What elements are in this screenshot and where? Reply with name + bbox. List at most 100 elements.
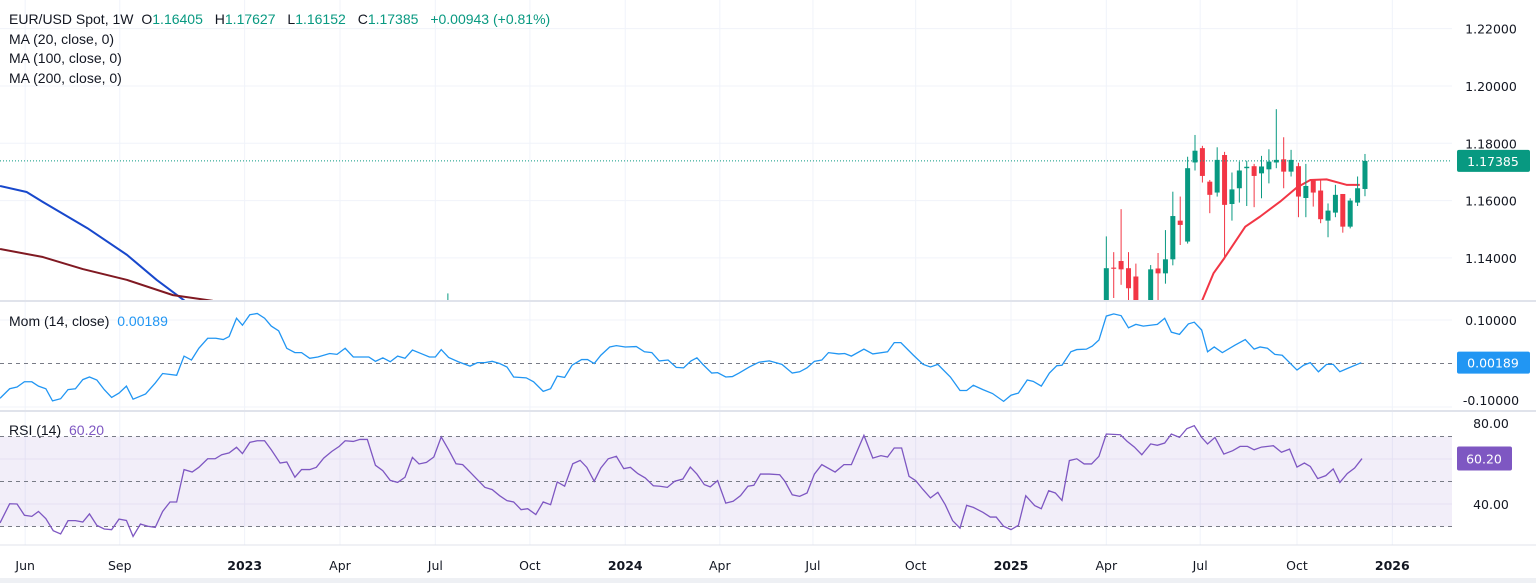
candle[interactable] xyxy=(1347,198,1353,229)
ma200-legend[interactable]: MA (200, close, 0) xyxy=(9,70,122,86)
candle[interactable] xyxy=(1177,196,1183,245)
candle-body xyxy=(1214,159,1220,193)
rsi-value: 60.20 xyxy=(69,422,105,438)
symbol-title[interactable]: EUR/USD Spot, 1W xyxy=(9,11,134,27)
momentum-pane[interactable] xyxy=(0,312,1452,403)
candle[interactable] xyxy=(1133,263,1139,321)
candle[interactable] xyxy=(1162,230,1168,284)
time-tick-label: Apr xyxy=(709,558,731,573)
rsi-pane[interactable] xyxy=(0,424,1452,538)
candle[interactable] xyxy=(1229,172,1235,221)
time-tick-label: 2024 xyxy=(608,558,643,573)
time-tick-label: 2026 xyxy=(1375,558,1410,573)
candle[interactable] xyxy=(1340,193,1346,233)
time-tick-label: Oct xyxy=(519,558,541,573)
bottom-strip xyxy=(0,578,1536,583)
candle[interactable] xyxy=(1148,265,1154,315)
candle-body xyxy=(1170,216,1176,260)
candle-body xyxy=(1118,261,1124,270)
price-tick-label: 1.20000 xyxy=(1465,79,1517,94)
candle[interactable] xyxy=(1103,236,1109,343)
candle[interactable] xyxy=(1273,109,1279,169)
candle[interactable] xyxy=(1295,162,1301,218)
candle[interactable] xyxy=(1111,252,1117,298)
candle[interactable] xyxy=(1207,179,1213,214)
candle-body xyxy=(1148,269,1154,300)
high-value: 1.17627 xyxy=(224,11,276,27)
candle-body xyxy=(1229,189,1235,205)
candle-body xyxy=(1133,276,1139,300)
candle-body xyxy=(1155,268,1161,274)
candle[interactable] xyxy=(1362,153,1368,197)
price-tick-label: 1.14000 xyxy=(1465,251,1517,266)
candle[interactable] xyxy=(1266,149,1272,184)
candle[interactable] xyxy=(1281,137,1287,189)
candle[interactable] xyxy=(1251,163,1257,208)
time-tick-label: Jul xyxy=(1192,558,1208,573)
ma200-line xyxy=(0,248,214,300)
candle[interactable] xyxy=(1118,209,1124,285)
rsi-legend[interactable]: RSI (14) 60.20 xyxy=(9,422,108,438)
candle[interactable] xyxy=(1355,176,1361,207)
candle[interactable] xyxy=(1325,203,1331,238)
rsi-tick-label: 80.00 xyxy=(1473,416,1509,431)
candle-body xyxy=(1347,200,1353,227)
candle[interactable] xyxy=(1236,161,1242,203)
candle[interactable] xyxy=(1288,149,1294,177)
candle[interactable] xyxy=(1222,151,1228,260)
candle-body xyxy=(1207,181,1213,195)
candle[interactable] xyxy=(1303,163,1309,218)
candle-body xyxy=(1355,188,1361,203)
candle-body xyxy=(1273,159,1279,163)
candle[interactable] xyxy=(1310,179,1316,207)
candle[interactable] xyxy=(1185,156,1191,244)
ma20-legend[interactable]: MA (20, close, 0) xyxy=(9,31,115,47)
candle[interactable] xyxy=(1332,184,1338,218)
open-label: O xyxy=(141,11,153,27)
time-tick-label: Jul xyxy=(427,558,443,573)
time-axis[interactable]: Jun Sep 2023 Apr Jul Oct 2024 Apr Jul Oct 2025 Apr J… xyxy=(14,558,1410,573)
price-pane[interactable] xyxy=(0,109,1452,344)
ma100-legend[interactable]: MA (100, close, 0) xyxy=(9,50,122,66)
candle-body xyxy=(1281,159,1287,172)
candle[interactable] xyxy=(1318,179,1324,224)
rsi-value-label: 60.20 xyxy=(1466,452,1502,467)
price-axis[interactable]: 1.22000 1.20000 1.18000 1.16000 1.14000 0.100… xyxy=(1457,22,1530,512)
candle-body xyxy=(1266,161,1272,170)
pane-separators[interactable] xyxy=(0,300,1536,583)
candle[interactable] xyxy=(1170,191,1176,266)
candle-body xyxy=(1162,259,1168,274)
momentum-label: Mom (14, close) xyxy=(9,313,110,329)
candle-body xyxy=(1251,166,1257,176)
candle[interactable] xyxy=(1125,252,1131,304)
candle[interactable] xyxy=(1244,160,1250,207)
candle[interactable] xyxy=(1141,304,1146,344)
candle[interactable] xyxy=(1192,134,1198,171)
candle-body xyxy=(1103,268,1109,300)
symbol-legend: EUR/USD Spot, 1W O1.16405 H1.17627 L1.16… xyxy=(9,11,554,27)
close-value: 1.17385 xyxy=(367,11,419,27)
momentum-legend[interactable]: Mom (14, close) 0.00189 xyxy=(9,313,172,329)
rsi-line xyxy=(0,424,1363,538)
candle[interactable] xyxy=(445,293,450,329)
candle-body xyxy=(1177,220,1183,225)
candle[interactable] xyxy=(1214,147,1220,197)
time-tick-label: Jul xyxy=(804,558,820,573)
last-price-badge xyxy=(1457,149,1530,172)
candle-body xyxy=(1332,194,1338,213)
change-value: +0.00943 (+0.81%) xyxy=(430,11,551,27)
candle-body xyxy=(1222,155,1228,205)
pane-separator[interactable] xyxy=(0,410,1536,412)
open-value: 1.16405 xyxy=(152,11,203,27)
time-tick-label: Jun xyxy=(14,558,35,573)
candle[interactable] xyxy=(1155,253,1161,315)
momentum-tick-label: 0.10000 xyxy=(1465,313,1517,328)
pane-separator[interactable] xyxy=(0,300,1536,302)
time-tick-label: 2025 xyxy=(994,558,1029,573)
candle[interactable] xyxy=(1259,155,1265,199)
candle-body xyxy=(1259,166,1265,174)
candle[interactable] xyxy=(1199,145,1205,183)
momentum-tick-label: -0.10000 xyxy=(1463,393,1519,408)
price-tick-label: 1.16000 xyxy=(1465,194,1517,209)
